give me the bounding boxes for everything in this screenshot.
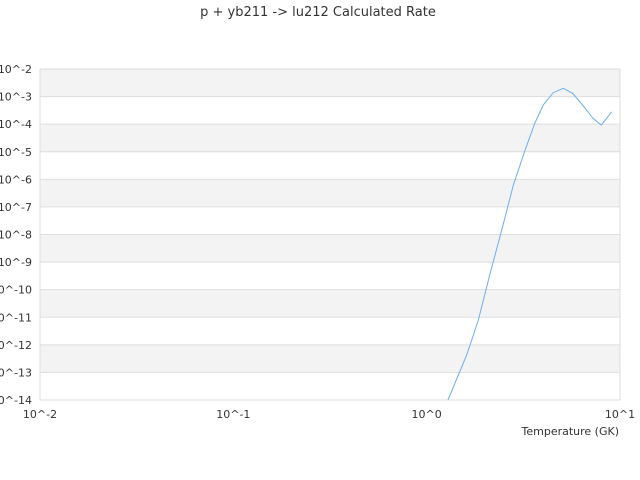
- x-axis-title: Temperature (GK): [521, 425, 620, 438]
- grid-band: [40, 344, 620, 373]
- grid-band: [40, 179, 620, 207]
- y-tick-label: 10^-4: [0, 118, 32, 131]
- grid-bands: [40, 69, 620, 373]
- y-tick-label: 10^-2: [0, 63, 32, 76]
- y-tick-label: 10^-14: [0, 394, 32, 407]
- y-tick-label: 10^-6: [0, 173, 32, 186]
- x-tick-label: 10^-2: [23, 408, 57, 421]
- y-tick-label: 10^-9: [0, 256, 32, 269]
- grid-band: [40, 124, 620, 152]
- grid-band: [40, 69, 620, 97]
- y-tick-label: 10^-3: [0, 91, 32, 104]
- y-tick-label: 10^-13: [0, 366, 32, 379]
- y-tick-label: 10^-8: [0, 229, 32, 242]
- y-tick-label: 10^-11: [0, 311, 32, 324]
- y-axis-labels: 10^-2 10^-3 10^-4 10^-5 10^-6 10^-7 10^-8 10^-9…: [0, 63, 32, 407]
- grid-band: [40, 289, 620, 318]
- y-tick-label: 10^-12: [0, 339, 32, 352]
- y-tick-label: 10^-5: [0, 146, 32, 159]
- chart-title: p + yb211 -> lu212 Calculated Rate: [200, 5, 436, 20]
- x-axis-labels: 10^-2 10^-1 10^0 10^1: [23, 408, 635, 421]
- rate-series-line: [447, 87, 613, 401]
- x-tick-label: 10^0: [412, 408, 442, 421]
- grid-lines: [39, 68, 621, 401]
- x-tick-label: 10^-1: [216, 408, 250, 421]
- x-tick-label: 10^1: [605, 408, 635, 421]
- y-tick-label: 10^-10: [0, 284, 32, 297]
- y-tick-label: 10^-7: [0, 201, 32, 214]
- grid-band: [40, 234, 620, 263]
